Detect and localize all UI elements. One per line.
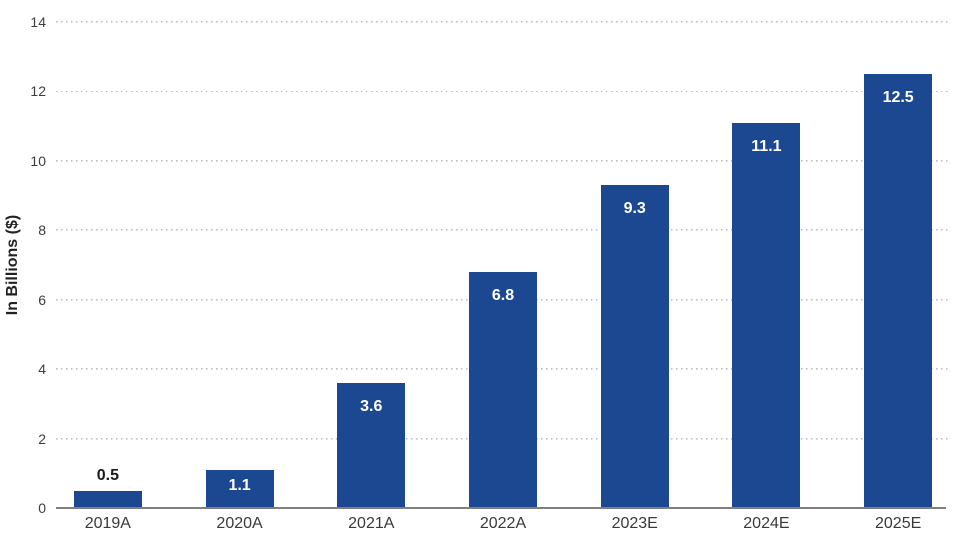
gridline-y8 xyxy=(56,229,950,232)
x-axis-label-2024E: 2024E xyxy=(743,515,790,532)
y-axis-tick-label: 14 xyxy=(30,14,46,30)
bar-2024E: 11.1 xyxy=(732,122,801,508)
x-axis-label-2023E: 2023E xyxy=(611,515,658,532)
gridline-y10 xyxy=(56,159,950,162)
gridline-y14 xyxy=(56,21,950,23)
bar-value-label: 3.6 xyxy=(360,398,383,416)
y-axis-tick-label: 4 xyxy=(38,361,46,378)
bar-2023E: 9.3 xyxy=(600,185,669,508)
y-axis-tick-label: 10 xyxy=(30,152,46,169)
bar-2021A: 3.6 xyxy=(337,383,406,508)
x-axis-label-2021A: 2021A xyxy=(348,515,395,532)
y-axis-tick-label: 2 xyxy=(38,430,46,447)
bar-2020A: 1.1 xyxy=(205,469,274,508)
x-axis-label-2025E: 2025E xyxy=(875,515,922,532)
bar-2022A: 6.8 xyxy=(469,271,537,508)
y-axis-tick-label: 0 xyxy=(38,500,46,516)
y-axis-tick-label: 12 xyxy=(30,83,46,100)
x-axis-line xyxy=(56,507,946,509)
bar-value-label: 6.8 xyxy=(491,286,515,304)
gridline-y12 xyxy=(56,90,950,93)
y-axis-title: In Billions ($) xyxy=(4,214,21,316)
bar-value-label: 11.1 xyxy=(751,137,782,155)
bar-value-label: 12.5 xyxy=(882,89,914,107)
bar-2019A xyxy=(73,490,142,508)
x-axis-label-2020A: 2020A xyxy=(216,515,263,532)
x-axis-label-2022A: 2022A xyxy=(479,515,527,532)
bar-value-label: 1.1 xyxy=(228,476,251,494)
bar-2025E: 12.5 xyxy=(864,74,933,508)
y-axis-tick-label: 8 xyxy=(38,222,46,239)
y-axis-tick-label: 6 xyxy=(38,291,46,308)
bar-value-label: 0.5 xyxy=(96,466,119,484)
x-axis-label-2019A: 2019A xyxy=(84,515,131,532)
bar-value-label: 9.3 xyxy=(623,200,646,218)
